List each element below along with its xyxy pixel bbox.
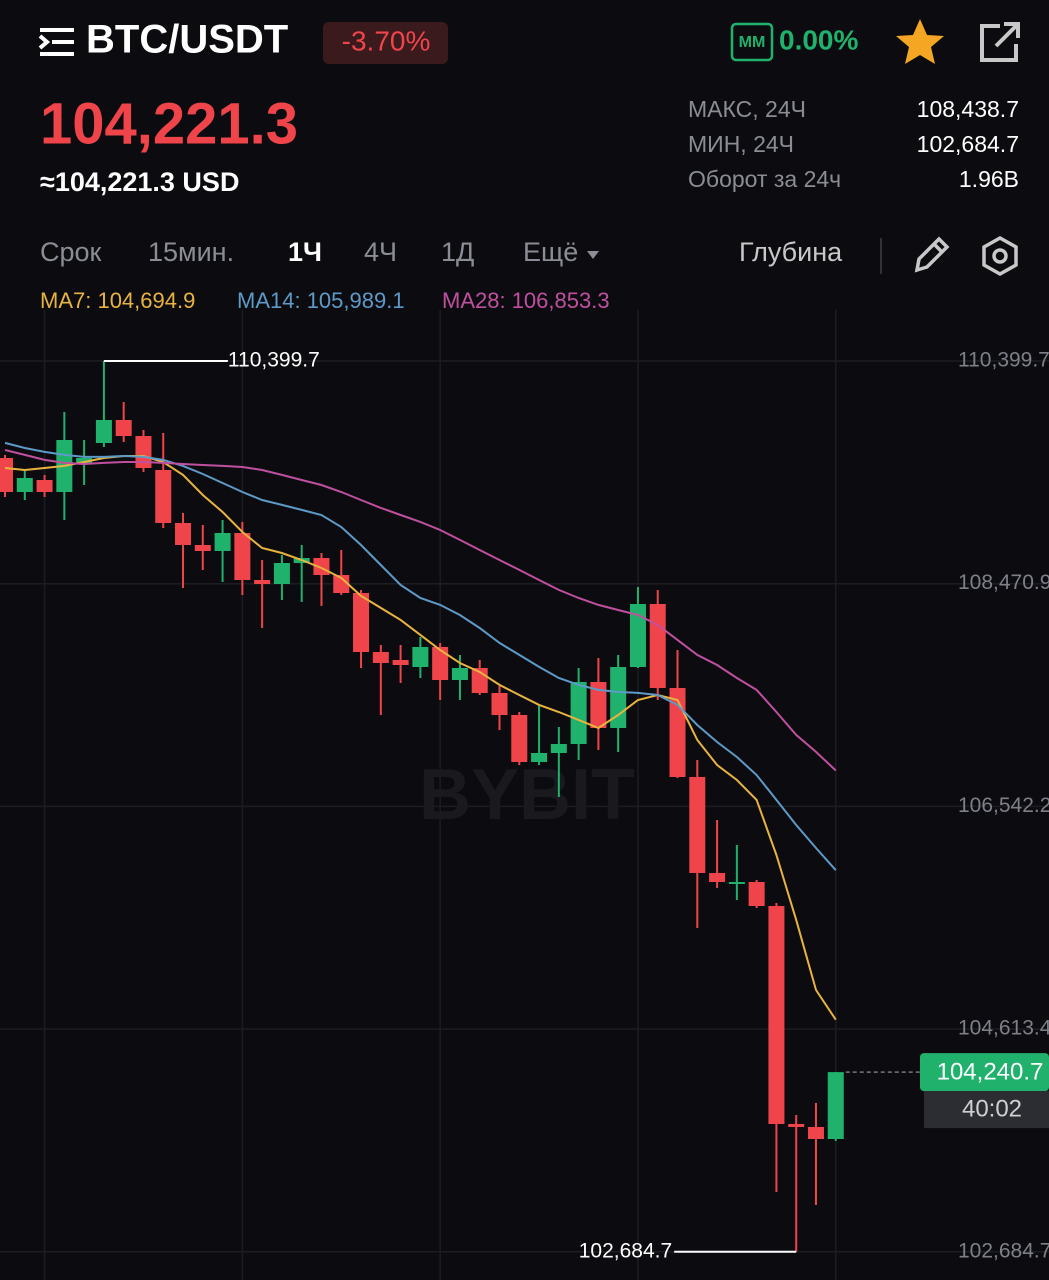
- change: -3.70%: [342, 25, 431, 56]
- legend-entry: MA14: 105,989.1: [237, 288, 405, 313]
- settings-icon[interactable]: [982, 235, 1018, 277]
- candle-body: [372, 652, 389, 663]
- stat-value: 102,684.7: [917, 131, 1019, 157]
- favorite-star[interactable]: [896, 19, 944, 64]
- candle-body: [155, 469, 172, 524]
- candle-body: [649, 603, 666, 688]
- candle-body: [590, 681, 607, 728]
- ma-line: [4, 441, 837, 871]
- ma-line: [4, 449, 837, 772]
- candle-body: [491, 693, 508, 715]
- dropdown-arrow: [587, 251, 599, 259]
- y-tick-label: 106,542.2: [958, 794, 1049, 817]
- candle-body: [234, 532, 251, 581]
- watermark: BYBIT: [419, 755, 635, 835]
- candle-body: [36, 480, 53, 492]
- candle-body: [194, 544, 211, 551]
- candle-body: [531, 752, 548, 763]
- candle-body: [333, 575, 350, 594]
- toolbar-item[interactable]: 15мин.: [148, 237, 234, 267]
- candle-body: [827, 1072, 844, 1140]
- candle-body: [432, 646, 449, 681]
- pair[interactable]: BTC/USDT: [86, 18, 288, 62]
- last-price-tag: [920, 1053, 1049, 1092]
- y-tick-label: 102,684.7: [958, 1239, 1049, 1262]
- share-icon[interactable]: [980, 22, 1020, 62]
- legend-entry: MA7: 104,694.9: [40, 288, 195, 313]
- candle-body: [788, 1123, 805, 1127]
- stat-value: 108,438.7: [917, 96, 1019, 122]
- candle-body: [748, 881, 765, 906]
- y-tick-label: 104,613.4: [958, 1017, 1049, 1040]
- candle-body: [709, 872, 726, 882]
- min-label: 102,684.7: [579, 1239, 672, 1262]
- candle-body: [353, 593, 370, 653]
- candle-body: [135, 436, 152, 468]
- candle-body: [728, 881, 745, 884]
- candle-body: [807, 1126, 824, 1140]
- countdown-tag: [924, 1091, 1049, 1129]
- candle-body: [254, 580, 271, 584]
- candle-body: [175, 523, 192, 545]
- stat-value: 1.96B: [959, 166, 1019, 192]
- menu-icon[interactable]: [38, 28, 74, 56]
- candle-body: [511, 714, 528, 763]
- toolbar-item[interactable]: Ещё: [523, 237, 578, 267]
- mm-badge: [730, 22, 774, 62]
- candle-body: [392, 659, 409, 665]
- legend-entry: MA28: 106,853.3: [442, 288, 610, 313]
- y-tick-label: 110,399.7: [958, 349, 1049, 372]
- candle-body: [0, 457, 13, 492]
- max-label: 110,399.7: [228, 349, 320, 372]
- candle-body: [629, 603, 646, 668]
- last-price-label: 104,240.7: [937, 1058, 1044, 1085]
- mm: MM: [739, 34, 766, 51]
- toolbar-item[interactable]: Срок: [40, 237, 102, 267]
- candle-body: [95, 419, 112, 443]
- candle-body: [451, 667, 468, 681]
- candle-body: [689, 776, 706, 873]
- candle-body: [16, 477, 33, 492]
- candle-body: [768, 905, 785, 1124]
- last-price: 104,221.3: [40, 91, 298, 156]
- candle-body: [570, 681, 587, 745]
- candle-body: [115, 419, 132, 437]
- draw-icon[interactable]: [914, 236, 950, 273]
- stat-label: Оборот за 24ч: [688, 166, 841, 192]
- y-tick-label: 108,470.9: [958, 571, 1049, 594]
- toolbar-item[interactable]: 1Ч: [288, 237, 322, 267]
- mm-value: 0.00%: [779, 24, 858, 55]
- candle-body: [273, 562, 290, 584]
- stat-label: МИН, 24Ч: [688, 131, 794, 157]
- usd-price: ≈104,221.3 USD: [40, 167, 239, 197]
- candle-body: [214, 532, 231, 551]
- candle-body: [412, 646, 429, 668]
- chart: 110,399.7 108,470.9 106,542.2 104,613.4 102,…: [0, 310, 1049, 1280]
- depth[interactable]: Глубина: [739, 237, 843, 267]
- stat-label: МАКС, 24Ч: [688, 96, 806, 122]
- toolbar-item[interactable]: 1Д: [441, 237, 474, 267]
- candle-body: [550, 744, 567, 753]
- change-badge: [323, 22, 448, 64]
- toolbar-item[interactable]: 4Ч: [364, 237, 397, 267]
- countdown: 40:02: [962, 1095, 1022, 1122]
